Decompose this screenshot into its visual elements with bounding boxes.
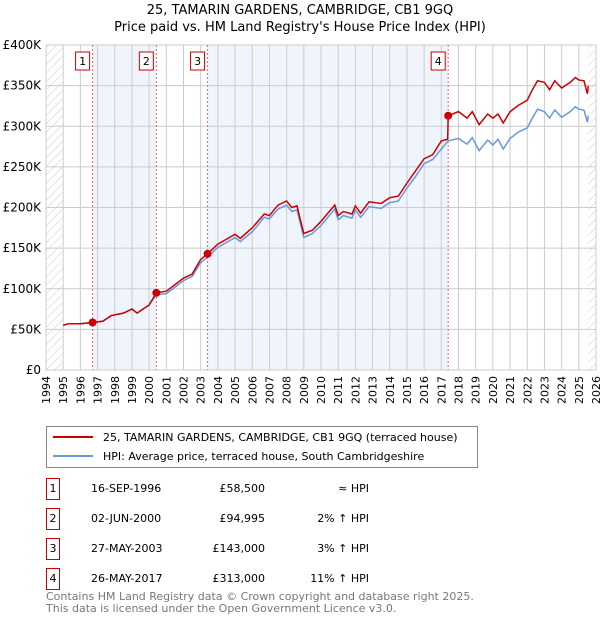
transaction-price: £94,995 (219, 512, 266, 525)
chart-subtitle: Price paid vs. HM Land Registry's House … (114, 20, 486, 35)
transaction-label-box (138, 51, 154, 71)
price-chart: 1994 1995 1996 1997 1998 1999 2000 2001 2002 2003… (3, 38, 600, 404)
transaction-hpi-comparison: 11% ↑ HPI (310, 572, 369, 585)
transaction-row: 2 02-JUN-2000 £94,995 2% ↑ HPI (46, 508, 426, 530)
x-tick-label: 2012 (349, 376, 362, 404)
x-tick-label: 2011 (332, 376, 345, 404)
transaction-label: 3 (194, 55, 201, 68)
x-tick-label: 2018 (453, 376, 466, 404)
legend-label-property: 25, TAMARIN GARDENS, CAMBRIDGE, CB1 9GQ … (103, 430, 458, 444)
x-tick-label: 2000 (143, 376, 156, 404)
transaction-hpi-comparison: 3% ↑ HPI (317, 542, 369, 555)
legend-label-hpi: HPI: Average price, terraced house, Sout… (103, 449, 425, 463)
transaction-date: 26-MAY-2017 (91, 572, 163, 585)
y-tick-label: £400K (3, 38, 43, 52)
x-tick-label: 2002 (178, 376, 191, 404)
y-tick-label: £300K (3, 119, 43, 133)
x-tick-label: 2021 (504, 376, 517, 404)
x-tick-label: 2004 (212, 376, 225, 404)
x-tick-label: 2015 (401, 376, 414, 404)
x-tick-label: 2020 (487, 376, 500, 404)
transaction-number: 1 (46, 478, 60, 500)
transaction-marker (203, 249, 212, 258)
legend: 25, TAMARIN GARDENS, CAMBRIDGE, CB1 9GQ … (46, 426, 478, 468)
transaction-row: 1 16-SEP-1996 £58,500 ≈ HPI (46, 478, 426, 500)
transaction-row: 3 27-MAY-2003 £143,000 3% ↑ HPI (46, 538, 426, 560)
x-tick-label: 2003 (195, 376, 208, 404)
x-tick-label: 2005 (229, 376, 242, 404)
transaction-label: 4 (435, 55, 442, 68)
x-tick-label: 2024 (556, 376, 569, 404)
x-tick-label: 2017 (435, 376, 448, 404)
legend-red-line (53, 436, 93, 438)
transaction-number: 3 (46, 538, 60, 560)
y-tick-label: £100K (3, 282, 43, 296)
y-tick-label: £250K (3, 160, 43, 174)
transaction-marker (152, 288, 161, 297)
transaction-label: 1 (79, 55, 86, 68)
x-tick-label: 2008 (281, 376, 294, 404)
transaction-number: 4 (46, 568, 60, 590)
x-tick-label: 2016 (418, 376, 431, 404)
x-tick-label: 2025 (573, 376, 586, 404)
transaction-marker (88, 318, 97, 327)
transaction-date: 27-MAY-2003 (91, 542, 163, 555)
transaction-row: 4 26-MAY-2017 £313,000 11% ↑ HPI (46, 568, 426, 590)
transaction-label-box (75, 51, 91, 71)
y-tick-label: £200K (3, 201, 43, 215)
x-tick-label: 2006 (246, 376, 259, 404)
x-tick-label: 2013 (367, 376, 380, 404)
x-tick-label: 1995 (57, 376, 70, 404)
plot-border (45, 44, 597, 371)
hpi-line (62, 105, 590, 327)
legend-blue-line (53, 455, 93, 457)
transaction-marker (444, 111, 453, 120)
y-tick-label: £150K (3, 241, 43, 255)
x-tick-label: 2007 (263, 376, 276, 404)
transaction-label-box (190, 51, 206, 71)
chart-title: 25, TAMARIN GARDENS, CAMBRIDGE, CB1 9GQ (146, 3, 454, 18)
transaction-hpi-comparison: ≈ HPI (338, 482, 369, 495)
transaction-date: 02-JUN-2000 (91, 512, 162, 525)
transaction-number: 2 (46, 508, 60, 530)
x-tick-label: 2022 (521, 376, 534, 404)
x-tick-label: 2023 (538, 376, 551, 404)
transaction-price: £58,500 (219, 482, 266, 495)
x-tick-label: 2009 (298, 376, 311, 404)
y-tick-label: £0 (26, 363, 41, 377)
x-tick-label: 2010 (315, 376, 328, 404)
transaction-price: £143,000 (212, 542, 266, 555)
x-tick-label: 1999 (126, 376, 139, 404)
property-price-line (62, 76, 590, 327)
footer-copyright: Contains HM Land Registry data © Crown c… (46, 590, 474, 615)
y-tick-label: £50K (10, 322, 42, 336)
transaction-label-box (430, 51, 446, 71)
transaction-label: 2 (143, 55, 150, 68)
x-tick-label: 2019 (470, 376, 483, 404)
x-tick-label: 2026 (590, 376, 600, 404)
y-tick-label: £350K (3, 79, 43, 93)
x-tick-label: 2014 (384, 376, 397, 404)
x-tick-label: 2001 (160, 376, 173, 404)
x-tick-label: 1996 (74, 376, 87, 404)
transaction-date: 16-SEP-1996 (91, 482, 162, 495)
x-tick-label: 1997 (92, 376, 105, 404)
x-tick-label: 1998 (109, 376, 122, 404)
transaction-price: £313,000 (212, 572, 266, 585)
x-tick-label: 1994 (40, 376, 53, 404)
transaction-hpi-comparison: 2% ↑ HPI (317, 512, 369, 525)
